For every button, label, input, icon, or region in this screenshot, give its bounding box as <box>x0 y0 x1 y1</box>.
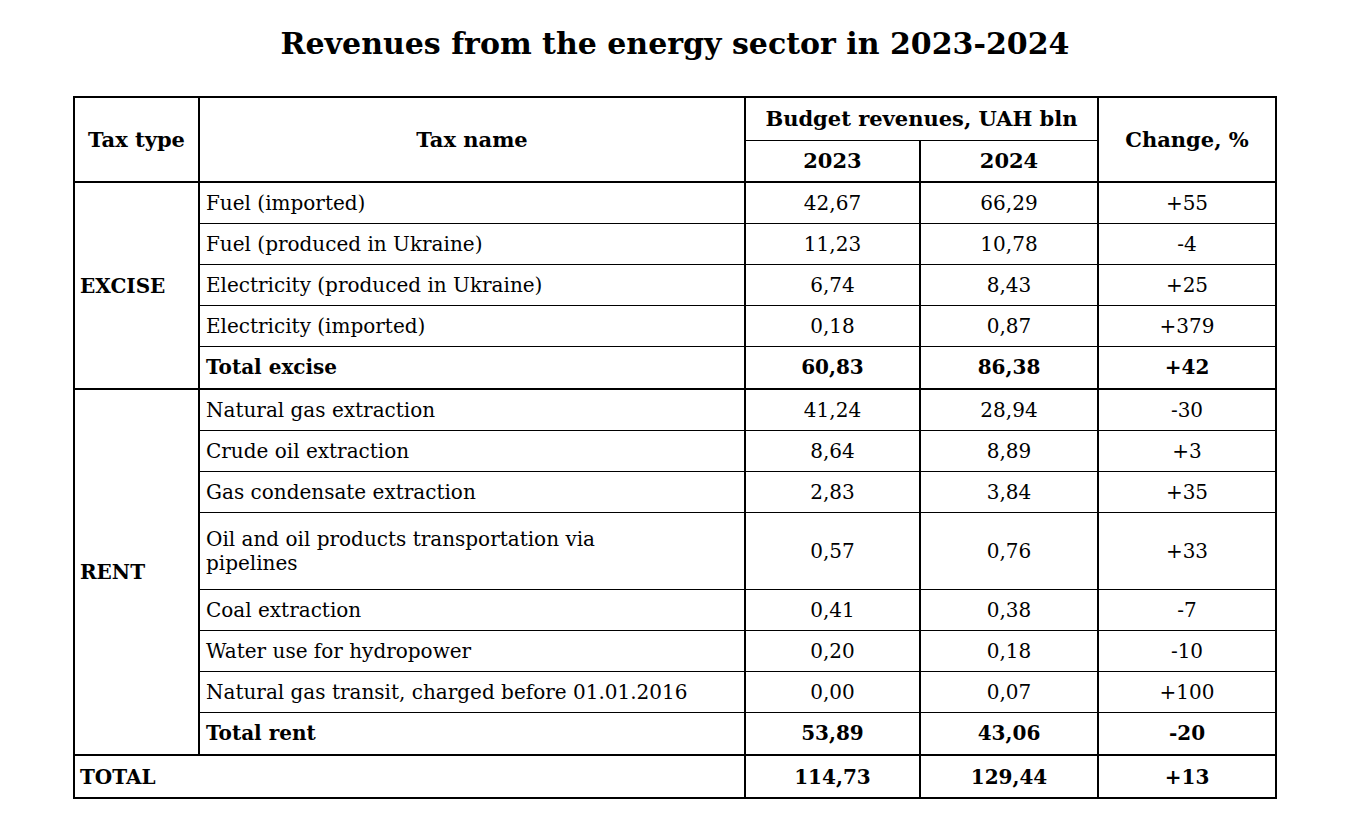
cell-tax-name: Water use for hydropower <box>199 630 745 671</box>
cell-2023-value: 0,00 <box>745 671 920 712</box>
row-grand-total: TOTAL 114,73 129,44 +13 <box>74 755 1276 798</box>
cell-tax-name: Fuel (produced in Ukraine) <box>199 223 745 264</box>
cell-2024-value: 8,43 <box>920 264 1098 305</box>
cell-tax-name: Electricity (produced in Ukraine) <box>199 264 745 305</box>
cell-2023-value: 41,24 <box>745 389 920 430</box>
cell-2024-value: 10,78 <box>920 223 1098 264</box>
cell-2024-value: 0,18 <box>920 630 1098 671</box>
cell-change-value: +35 <box>1098 471 1276 512</box>
header-row-1: Tax type Tax name Budget revenues, UAH b… <box>74 97 1276 140</box>
cell-2023-value: 0,57 <box>745 512 920 589</box>
row-oil-transportation-pipelines: Oil and oil products transportation via … <box>74 512 1276 589</box>
cell-2023-value: 11,23 <box>745 223 920 264</box>
header-tax-name: Tax name <box>199 97 745 182</box>
cell-tax-name: Fuel (imported) <box>199 182 745 223</box>
cell-2024-value: 43,06 <box>920 712 1098 755</box>
row-fuel-imported: EXCISE Fuel (imported) 42,67 66,29 +55 <box>74 182 1276 223</box>
row-water-use-hydropower: Water use for hydropower 0,20 0,18 -10 <box>74 630 1276 671</box>
cell-tax-name: Oil and oil products transportation via … <box>199 512 745 589</box>
page-title: Revenues from the energy sector in 2023-… <box>0 27 1350 60</box>
rent-section: RENT Natural gas extraction 41,24 28,94 … <box>74 389 1276 755</box>
table-header: Tax type Tax name Budget revenues, UAH b… <box>74 97 1276 182</box>
row-natural-gas-transit: Natural gas transit, charged before 01.0… <box>74 671 1276 712</box>
cell-change-value: +55 <box>1098 182 1276 223</box>
cell-tax-type-rent: RENT <box>74 389 199 755</box>
row-total-excise: Total excise 60,83 86,38 +42 <box>74 346 1276 389</box>
page: { "page": { "title": "Revenues from the … <box>0 0 1350 836</box>
cell-2023-value: 53,89 <box>745 712 920 755</box>
cell-change-value: -10 <box>1098 630 1276 671</box>
cell-tax-name: Total excise <box>199 346 745 389</box>
cell-2023-value: 8,64 <box>745 430 920 471</box>
cell-change-value: +379 <box>1098 305 1276 346</box>
header-tax-type: Tax type <box>74 97 199 182</box>
cell-2023-value: 114,73 <box>745 755 920 798</box>
cell-tax-name: Gas condensate extraction <box>199 471 745 512</box>
cell-2024-value: 0,76 <box>920 512 1098 589</box>
cell-change-value: +100 <box>1098 671 1276 712</box>
row-natural-gas-extraction: RENT Natural gas extraction 41,24 28,94 … <box>74 389 1276 430</box>
row-fuel-produced: Fuel (produced in Ukraine) 11,23 10,78 -… <box>74 223 1276 264</box>
cell-2024-value: 3,84 <box>920 471 1098 512</box>
cell-change-value: +13 <box>1098 755 1276 798</box>
excise-section: EXCISE Fuel (imported) 42,67 66,29 +55 F… <box>74 182 1276 389</box>
cell-total-label: TOTAL <box>74 755 745 798</box>
cell-tax-name-text: Oil and oil products transportation via … <box>206 527 676 575</box>
row-coal-extraction: Coal extraction 0,41 0,38 -7 <box>74 589 1276 630</box>
cell-2023-value: 2,83 <box>745 471 920 512</box>
revenue-table: Tax type Tax name Budget revenues, UAH b… <box>73 96 1277 799</box>
cell-tax-name: Total rent <box>199 712 745 755</box>
cell-2023-value: 0,20 <box>745 630 920 671</box>
cell-tax-name: Electricity (imported) <box>199 305 745 346</box>
cell-2024-value: 129,44 <box>920 755 1098 798</box>
cell-tax-name: Natural gas transit, charged before 01.0… <box>199 671 745 712</box>
cell-2024-value: 86,38 <box>920 346 1098 389</box>
cell-change-value: -30 <box>1098 389 1276 430</box>
grand-total-section: TOTAL 114,73 129,44 +13 <box>74 755 1276 798</box>
cell-tax-name: Coal extraction <box>199 589 745 630</box>
cell-2024-value: 66,29 <box>920 182 1098 223</box>
header-year-2024: 2024 <box>920 140 1098 182</box>
cell-2023-value: 60,83 <box>745 346 920 389</box>
row-crude-oil-extraction: Crude oil extraction 8,64 8,89 +3 <box>74 430 1276 471</box>
cell-change-value: +25 <box>1098 264 1276 305</box>
row-electricity-imported: Electricity (imported) 0,18 0,87 +379 <box>74 305 1276 346</box>
cell-change-value: +3 <box>1098 430 1276 471</box>
cell-change-value: -4 <box>1098 223 1276 264</box>
row-gas-condensate-extraction: Gas condensate extraction 2,83 3,84 +35 <box>74 471 1276 512</box>
cell-change-value: -7 <box>1098 589 1276 630</box>
cell-tax-type-excise: EXCISE <box>74 182 199 389</box>
cell-2023-value: 0,18 <box>745 305 920 346</box>
cell-2023-value: 6,74 <box>745 264 920 305</box>
cell-2024-value: 8,89 <box>920 430 1098 471</box>
row-total-rent: Total rent 53,89 43,06 -20 <box>74 712 1276 755</box>
cell-2024-value: 0,07 <box>920 671 1098 712</box>
cell-2023-value: 0,41 <box>745 589 920 630</box>
cell-tax-name: Natural gas extraction <box>199 389 745 430</box>
cell-2024-value: 0,38 <box>920 589 1098 630</box>
cell-change-value: -20 <box>1098 712 1276 755</box>
header-budget-revenues: Budget revenues, UAH bln <box>745 97 1098 140</box>
cell-change-value: +42 <box>1098 346 1276 389</box>
cell-2023-value: 42,67 <box>745 182 920 223</box>
row-electricity-produced: Electricity (produced in Ukraine) 6,74 8… <box>74 264 1276 305</box>
cell-change-value: +33 <box>1098 512 1276 589</box>
header-year-2023: 2023 <box>745 140 920 182</box>
cell-tax-name: Crude oil extraction <box>199 430 745 471</box>
cell-2024-value: 0,87 <box>920 305 1098 346</box>
cell-2024-value: 28,94 <box>920 389 1098 430</box>
header-change-pct: Change, % <box>1098 97 1276 182</box>
